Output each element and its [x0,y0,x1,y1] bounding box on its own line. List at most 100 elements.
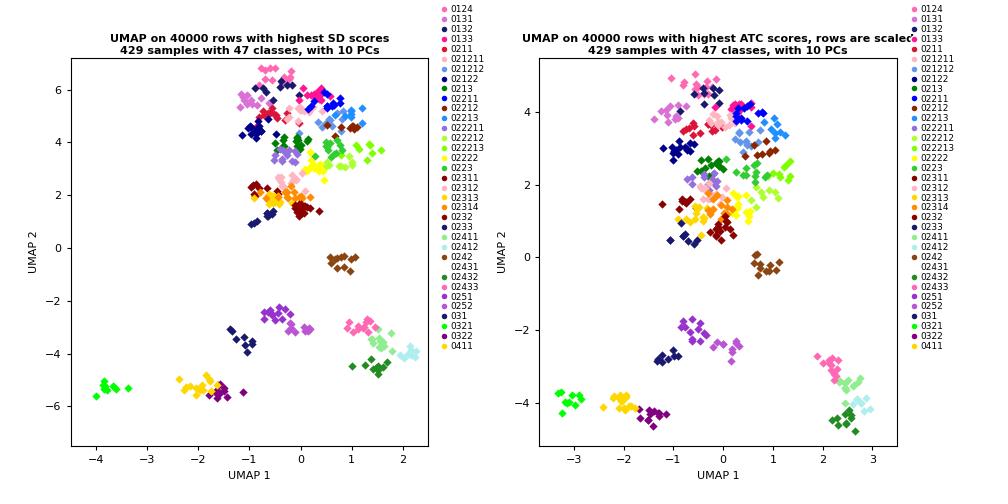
Point [279,188,295,196]
Point [343,112,359,120]
Point [276,305,292,313]
Point [640,416,656,424]
Point [684,173,701,181]
Point [322,253,338,261]
Point [333,127,349,135]
Point [831,421,847,429]
Point [668,111,684,119]
Point [329,254,345,262]
Point [714,193,730,201]
Point [295,323,311,331]
Point [724,105,740,113]
Point [837,410,853,418]
Point [295,203,311,211]
Point [557,398,574,406]
Point [252,188,268,197]
Point [823,361,839,369]
Point [663,143,679,151]
Point [326,101,342,109]
Point [684,337,701,345]
Point [328,111,344,119]
Point [319,102,335,110]
Point [631,405,647,413]
Point [852,374,868,382]
Point [327,255,343,263]
Point [831,377,847,386]
Point [234,131,250,139]
Point [738,191,754,199]
Point [275,142,291,150]
Point [706,205,722,213]
Point [238,341,254,349]
Point [253,64,269,72]
Point [270,193,286,201]
Point [762,147,778,155]
Point [743,142,759,150]
Point [364,335,380,343]
Point [697,164,713,172]
Point [703,161,719,169]
Point [704,191,720,199]
Point [704,127,720,135]
Point [266,156,282,164]
Point [687,80,704,88]
Point [249,101,265,109]
Point [309,92,326,100]
Point [696,84,712,92]
Point [653,358,669,366]
Point [761,149,777,157]
Point [728,211,744,219]
Point [287,201,303,209]
Point [365,365,381,373]
Point [748,203,764,211]
Point [681,196,698,204]
Point [239,100,255,108]
Point [199,370,215,379]
Point [194,381,210,389]
Point [766,114,782,122]
Point [286,204,302,212]
Point [563,391,580,399]
Point [674,195,690,203]
Point [670,113,686,121]
Point [259,212,275,220]
Point [667,146,683,154]
Point [754,108,770,116]
Point [260,109,276,117]
Point [272,83,288,91]
Point [247,84,263,92]
Point [375,363,391,371]
Point [711,86,727,94]
Point [664,149,680,157]
Point [731,342,747,350]
Point [830,365,846,373]
Point [696,170,712,178]
Point [650,409,666,417]
Point [754,150,770,158]
Point [273,315,289,323]
Point [292,192,308,200]
Point [679,175,696,183]
Point [733,115,749,123]
Point [249,217,265,225]
Point [108,385,124,393]
Point [288,142,304,150]
Point [676,143,692,151]
Point [297,165,313,173]
Point [740,217,756,225]
Point [618,393,634,401]
Point [289,136,305,144]
Point [290,91,306,99]
Point [251,82,267,90]
Point [276,134,292,142]
Point [736,104,752,112]
Point [342,124,358,132]
Point [367,323,383,331]
Point [651,409,667,417]
Point [710,177,726,185]
Point [846,382,862,390]
Point [293,200,309,208]
Point [844,411,860,419]
Point [346,125,362,134]
Point [700,180,716,188]
